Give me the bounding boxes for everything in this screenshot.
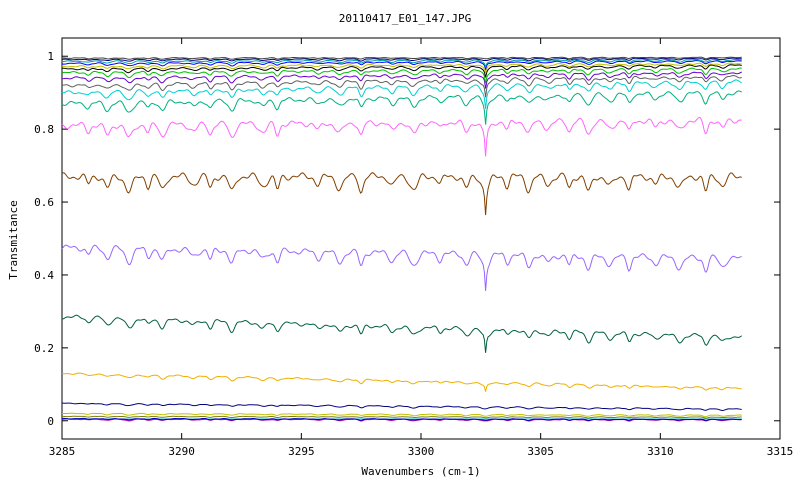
series-line	[61, 172, 742, 216]
x-tick-label: 3285	[49, 445, 76, 458]
series-line	[61, 59, 742, 71]
series-line	[61, 64, 742, 78]
y-tick-label: 0.6	[34, 196, 54, 209]
x-tick-label: 3305	[527, 445, 554, 458]
series-line	[62, 415, 742, 419]
x-tick-label: 3295	[288, 445, 315, 458]
y-axis-label: Transmitance	[7, 200, 20, 279]
x-tick-label: 3300	[408, 445, 435, 458]
series-line	[61, 372, 742, 392]
x-axis-label: Wavenumbers (cm-1)	[361, 465, 480, 478]
ticks-layer: 3285 3290 3295 3300 3305 3310 3315 0 0.2 0.4 0.6 0.…	[34, 38, 793, 458]
series-line	[61, 67, 742, 84]
series-line	[61, 71, 742, 89]
series-line	[61, 75, 742, 98]
series-line	[61, 90, 742, 125]
series-line	[61, 314, 742, 353]
series-line	[61, 58, 742, 69]
y-tick-label: 0.8	[34, 123, 54, 136]
series-layer	[61, 56, 742, 422]
y-tick-label: 0.2	[34, 342, 54, 355]
y-tick-label: 0.4	[34, 269, 54, 282]
series-line	[61, 62, 742, 76]
plot-frame	[61, 37, 781, 440]
series-line	[61, 57, 742, 62]
series-line	[61, 412, 742, 418]
series-line	[61, 116, 742, 157]
series-line	[61, 417, 742, 421]
series-line	[61, 79, 742, 109]
y-tick-label: 0	[47, 415, 54, 428]
chart-title: 20110417_E01_147.JPG	[339, 12, 471, 25]
y-tick-label: 1	[47, 50, 54, 63]
x-tick-label: 3310	[647, 445, 674, 458]
series-line	[61, 244, 742, 291]
x-tick-label: 3315	[767, 445, 794, 458]
series-line	[61, 56, 742, 60]
series-line	[61, 402, 742, 411]
x-tick-label: 3290	[168, 445, 195, 458]
